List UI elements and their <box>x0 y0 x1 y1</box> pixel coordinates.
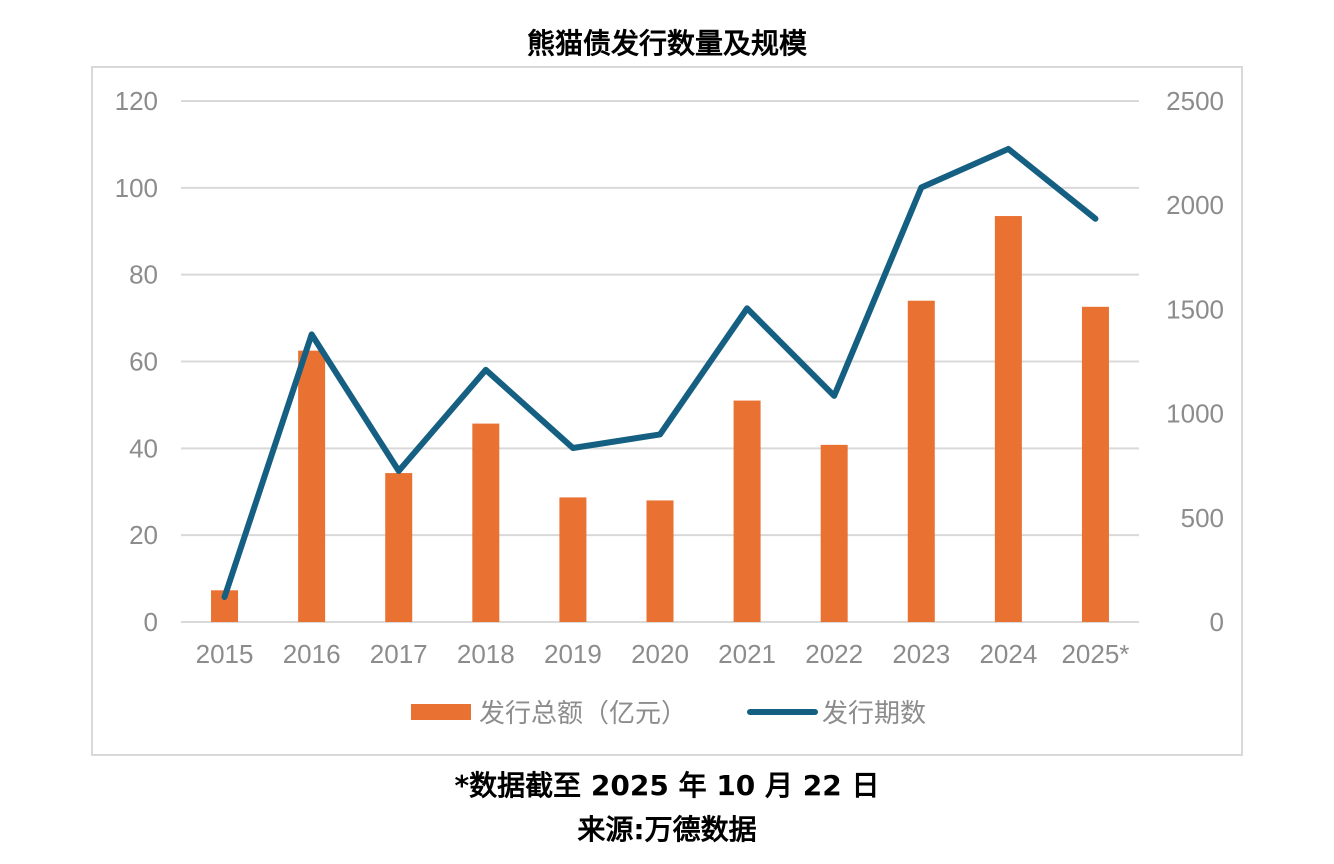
data-cutoff-note: *数据截至 2025 年 10 月 22 日 <box>454 769 880 802</box>
x-axis-tick-label: 2025* <box>1061 639 1129 669</box>
left-axis-tick-label: 20 <box>129 520 158 550</box>
bar-2019 <box>559 497 587 622</box>
left-axis-tick-label: 100 <box>115 173 158 203</box>
x-axis-tick-label: 2018 <box>457 639 515 669</box>
right-axis-tick-label: 500 <box>1181 503 1224 533</box>
x-axis-tick-label: 2015 <box>196 639 254 669</box>
bar-series <box>211 216 1109 622</box>
bar-2018 <box>472 423 500 622</box>
left-axis-tick-label: 0 <box>144 607 158 637</box>
bar-2022 <box>820 444 848 622</box>
right-axis-tick-label: 2500 <box>1166 86 1224 116</box>
bar-2016 <box>298 350 326 622</box>
line-point-2021 <box>746 307 749 310</box>
line-point-2019 <box>571 446 574 449</box>
bar-2025* <box>1081 306 1109 622</box>
line-point-2020 <box>659 433 661 436</box>
chart-title: 熊猫债发行数量及规模 <box>526 27 807 60</box>
x-axis-tick-label: 2019 <box>544 639 602 669</box>
left-axis-ticks: 0 20 40 60 80 100 120 <box>115 86 158 637</box>
line-point-2023 <box>920 186 923 189</box>
right-axis-tick-label: 1500 <box>1166 294 1224 324</box>
right-axis-tick-label: 2000 <box>1166 190 1224 220</box>
x-axis-tick-label: 2021 <box>718 639 776 669</box>
line-point-2024 <box>1007 147 1010 150</box>
line-point-2016 <box>310 333 313 336</box>
legend-bar-swatch <box>411 704 471 720</box>
right-axis-ticks: 0 500 1000 1500 2000 2500 <box>1166 86 1224 637</box>
line-point-2017 <box>397 469 400 472</box>
left-axis-tick-label: 60 <box>129 347 158 377</box>
line-series <box>221 145 1099 600</box>
x-axis-tick-label: 2023 <box>892 639 950 669</box>
left-axis-tick-label: 40 <box>129 433 158 463</box>
x-axis-ticks: 2015 2016 2017 2018 2019 2020 2021 2022 2023 2024… <box>196 639 1130 669</box>
line-point-2022 <box>833 394 836 397</box>
bar-2021 <box>733 400 761 622</box>
line-point-2018 <box>484 368 487 371</box>
bar-2023 <box>907 300 935 622</box>
x-axis-tick-label: 2024 <box>979 639 1037 669</box>
x-axis-tick-label: 2020 <box>631 639 689 669</box>
right-axis-tick-label: 0 <box>1210 607 1224 637</box>
x-axis-tick-label: 2016 <box>283 639 341 669</box>
bar-2024 <box>994 216 1022 622</box>
x-axis-tick-label: 2022 <box>805 639 863 669</box>
legend-bar-label: 发行总额（亿元） <box>479 699 687 729</box>
bar-2020 <box>646 500 674 622</box>
bar-2017 <box>385 473 413 622</box>
left-axis-tick-label: 80 <box>129 260 158 290</box>
legend-line-label: 发行期数 <box>822 699 926 729</box>
legend: 发行总额（亿元） 发行期数 <box>411 699 926 729</box>
data-source-note: 来源:万德数据 <box>577 813 757 846</box>
line-point-2015 <box>223 595 226 598</box>
right-axis-tick-label: 1000 <box>1166 399 1224 429</box>
grid-lines <box>181 100 1139 623</box>
left-axis-tick-label: 120 <box>115 86 158 116</box>
line-point-2025* <box>1094 217 1097 220</box>
x-axis-tick-label: 2017 <box>370 639 428 669</box>
